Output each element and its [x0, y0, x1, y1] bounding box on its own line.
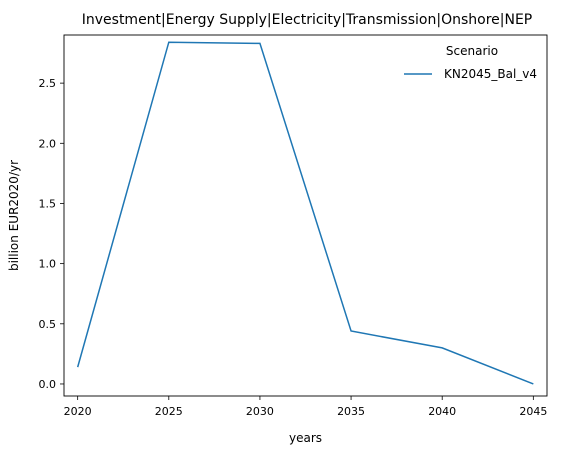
- y-tick-label: 0.5: [39, 318, 57, 331]
- x-tick-label: 2030: [246, 405, 274, 418]
- chart-title: Investment|Energy Supply|Electricity|Tra…: [82, 12, 532, 28]
- y-tick-label: 2.5: [39, 77, 57, 90]
- legend-title: Scenario: [446, 44, 498, 58]
- legend-label-kn2045-bal-v4: KN2045_Bal_v4: [444, 67, 537, 81]
- x-tick-label: 2040: [428, 405, 456, 418]
- series-line-kn2045-bal-v4: [76, 41, 534, 385]
- x-axis-label: years: [289, 431, 322, 445]
- x-tick-label: 2020: [64, 405, 92, 418]
- y-axis-label: billion EUR2020/yr: [7, 160, 21, 271]
- legend: Scenario KN2045_Bal_v4: [404, 44, 537, 81]
- x-tick-label: 2035: [337, 405, 365, 418]
- y-tick-label: 0.0: [39, 378, 57, 391]
- x-axis: 2020 2025 2030 2035 2040 2045: [64, 396, 547, 418]
- y-tick-label: 1.5: [39, 197, 57, 210]
- y-tick-label: 2.0: [39, 137, 57, 150]
- y-axis: 0.0 0.5 1.0 1.5 2.0 2.5: [39, 77, 64, 391]
- x-tick-label: 2025: [155, 405, 183, 418]
- plot-area: [63, 34, 548, 397]
- series-layer: [76, 41, 534, 385]
- x-tick-label: 2045: [519, 405, 547, 418]
- y-tick-label: 1.0: [39, 258, 57, 271]
